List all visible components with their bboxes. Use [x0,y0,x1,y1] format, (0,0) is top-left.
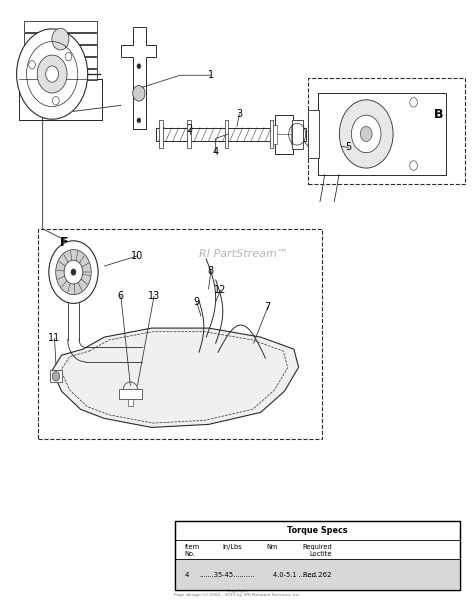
Bar [292,120,303,149]
Bar [24,33,97,44]
Circle shape [65,52,72,61]
Text: 8: 8 [208,266,214,276]
Bar [38,229,322,439]
Polygon shape [121,27,156,129]
Bar [118,389,142,399]
Bar [175,521,460,590]
Bar [273,125,277,144]
Bar [275,115,293,154]
Circle shape [53,96,59,105]
Bar [159,120,163,148]
Bar [24,45,97,56]
Bar [187,120,191,148]
Circle shape [52,371,60,381]
Text: 1: 1 [208,70,214,80]
Circle shape [17,29,88,119]
Circle shape [52,28,69,50]
Bar [24,69,97,80]
Bar [156,128,306,141]
Text: Loctite: Loctite [310,551,332,557]
Circle shape [351,115,381,153]
Circle shape [360,126,372,141]
Bar [291,125,295,144]
Text: 3: 3 [237,110,242,119]
Text: 4: 4 [185,572,189,578]
Text: 13: 13 [148,291,160,301]
Circle shape [64,260,83,284]
Circle shape [71,269,76,275]
Text: Copyright
Page design (c) 2004 - 2019 by SRI Network Services, Inc.: Copyright Page design (c) 2004 - 2019 by… [173,589,301,597]
Text: Torque Specs: Torque Specs [287,526,348,535]
Bar [50,370,62,382]
Text: RI PartStream™: RI PartStream™ [199,249,288,259]
Text: Red 262: Red 262 [303,572,332,578]
Circle shape [49,241,98,303]
Circle shape [56,250,91,294]
Bar [175,559,460,590]
Circle shape [133,85,145,101]
Text: 11: 11 [48,334,61,343]
Polygon shape [52,328,299,427]
Text: B: B [434,108,443,121]
Text: 5: 5 [345,143,352,152]
Bar [308,110,319,158]
Text: .......35-45..........: .......35-45.......... [199,572,255,578]
Text: In/Lbs: In/Lbs [223,544,243,550]
Text: No.: No. [185,551,196,557]
Circle shape [410,161,417,170]
Text: 2: 2 [186,125,193,134]
Text: Required: Required [302,544,332,550]
Text: 4.0-5.1 .........: 4.0-5.1 ......... [273,572,317,578]
Text: Item: Item [185,544,200,550]
Text: 12: 12 [214,285,227,295]
Bar [24,57,97,68]
Bar [128,399,133,406]
Bar [225,120,228,148]
Text: F: F [60,235,68,249]
Circle shape [339,100,393,168]
Text: 9: 9 [194,297,200,307]
Text: 10: 10 [131,251,144,261]
Text: Nm: Nm [267,544,278,550]
Bar [270,120,273,148]
Circle shape [46,66,59,82]
Circle shape [29,61,36,69]
Bar [24,21,97,32]
Circle shape [410,98,417,107]
Text: 4: 4 [213,147,219,157]
Bar [19,79,102,120]
Circle shape [137,64,141,69]
Text: 6: 6 [118,291,124,301]
Bar [318,93,446,175]
Bar [175,521,460,590]
Circle shape [37,55,67,93]
Bar [308,78,465,184]
Text: 7: 7 [264,302,271,312]
Circle shape [137,118,141,123]
